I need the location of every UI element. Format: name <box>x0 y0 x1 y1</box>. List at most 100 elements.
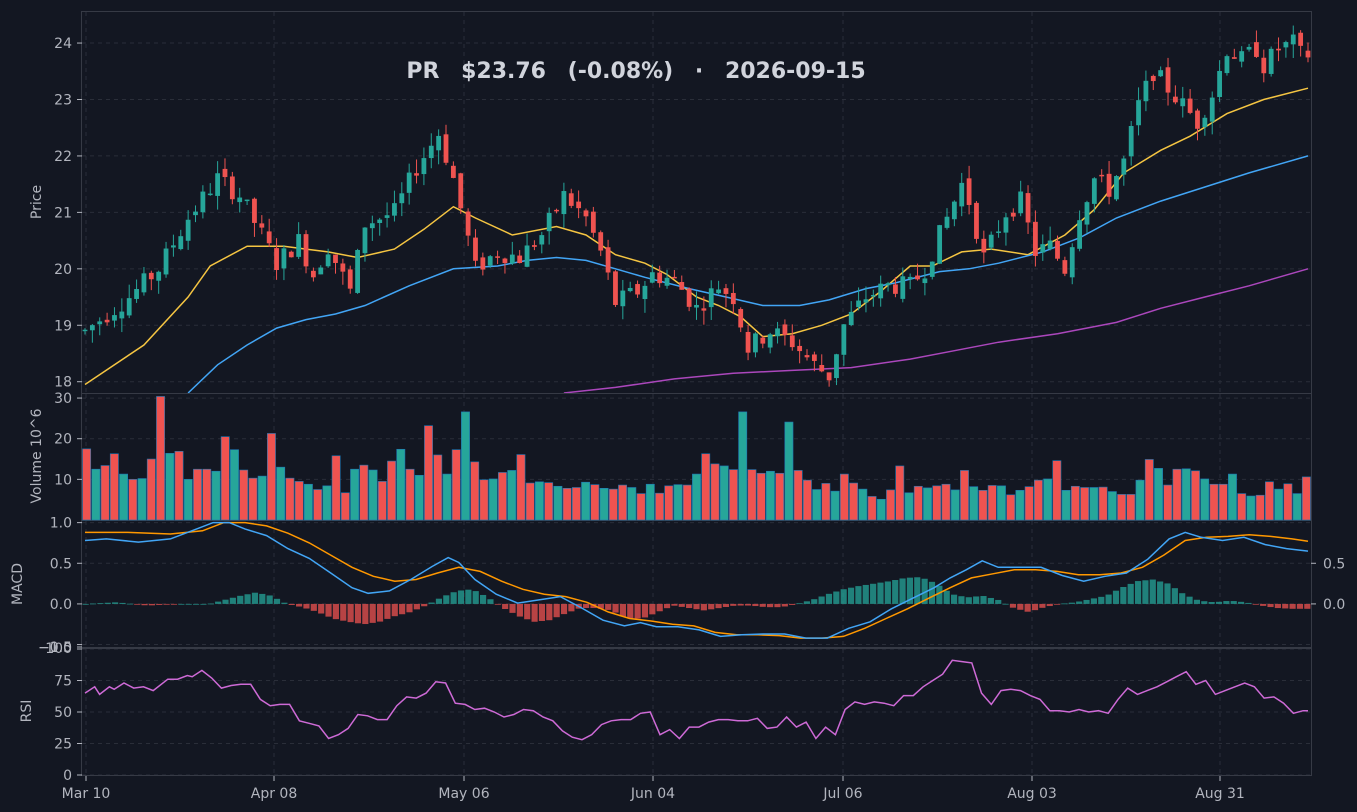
macd-histogram-bar <box>1304 603 1311 609</box>
candle-body <box>1003 217 1009 233</box>
macd-histogram-bar <box>1046 603 1053 607</box>
volume-bar <box>534 481 544 521</box>
volume-bar <box>128 479 138 521</box>
volume-axis-label: Volume 10^6 <box>29 408 45 503</box>
candle-body <box>767 334 773 348</box>
candle-body <box>229 176 235 200</box>
candle-body <box>1298 32 1304 46</box>
volume-bar <box>100 465 110 521</box>
macd-histogram-bar <box>1157 581 1164 604</box>
x-tick-label: Jul 06 <box>822 786 862 802</box>
candle-body <box>1261 57 1267 74</box>
candle-body <box>1202 117 1208 128</box>
candle-body <box>686 288 692 307</box>
candle-body <box>1047 240 1053 249</box>
macd-histogram-bar <box>686 603 693 609</box>
volume-bar <box>1255 494 1265 521</box>
volume-bar <box>802 479 812 521</box>
candle-body <box>1010 212 1016 217</box>
macd-histogram-bar <box>1017 603 1024 610</box>
macd-histogram-bar <box>847 587 855 604</box>
macd-histogram-bar <box>1098 596 1105 604</box>
macd-histogram-bar <box>443 595 450 604</box>
macd-histogram-bar <box>1296 603 1304 609</box>
volume-bar <box>211 470 221 521</box>
volume-bar <box>645 483 655 521</box>
candle-body <box>89 325 95 331</box>
candle-body <box>487 256 493 266</box>
candle-body <box>951 201 957 220</box>
macd-histogram-bar <box>531 603 538 622</box>
candle-body <box>502 258 508 264</box>
candle-body <box>915 275 920 280</box>
macd-histogram-bar <box>921 578 928 604</box>
candle-body <box>178 236 184 250</box>
candle-body <box>826 372 832 381</box>
volume-bar <box>950 489 960 521</box>
volume-bar <box>414 474 424 521</box>
macd-histogram-bar <box>325 603 332 617</box>
macd-histogram-bar <box>156 603 163 605</box>
candle-body <box>907 276 913 279</box>
macd-histogram-bar <box>833 591 840 604</box>
candle-body <box>797 345 803 352</box>
volume-bar <box>766 470 775 521</box>
candle-body <box>1055 240 1060 259</box>
macd-histogram-bar <box>450 592 457 604</box>
title-price: $23.76 <box>461 59 546 84</box>
macd-histogram-bar <box>987 597 994 604</box>
macd-histogram-bar <box>1179 593 1186 604</box>
candle-body <box>355 250 360 293</box>
candle-body <box>428 145 434 159</box>
macd-tick-label-left: 0.0 <box>50 597 72 613</box>
volume-bar <box>303 483 313 521</box>
price-tick-label: 21 <box>54 205 72 221</box>
title-date: 2026-09-15 <box>725 59 866 84</box>
volume-bar <box>1172 468 1182 521</box>
volume-bar <box>461 411 470 521</box>
macd-histogram-bar <box>737 603 744 606</box>
volume-bar <box>692 473 701 521</box>
candle-body <box>207 193 213 196</box>
macd-histogram-bar <box>1149 579 1156 604</box>
macd-histogram-bar <box>1201 601 1208 604</box>
x-tick-label: Mar 10 <box>62 786 111 802</box>
macd-histogram-bar <box>487 599 494 604</box>
macd-histogram-bar <box>663 603 671 609</box>
macd-histogram-bar <box>229 597 236 604</box>
candle-body <box>1128 126 1134 157</box>
candle-body <box>775 328 780 337</box>
candle-body <box>1084 202 1090 225</box>
volume-bar <box>516 454 526 521</box>
candle-body <box>1158 70 1164 77</box>
macd-histogram-bar <box>82 603 89 605</box>
macd-histogram-bar <box>928 581 936 604</box>
macd-histogram-bar <box>126 603 133 605</box>
x-tick-label: Jun 04 <box>630 786 675 802</box>
volume-bar <box>239 469 249 521</box>
macd-histogram-bar <box>1164 583 1171 604</box>
macd-tick-label-left: 1.0 <box>50 516 72 532</box>
candle-body <box>274 248 279 271</box>
volume-bar <box>498 472 507 521</box>
macd-histogram-bar <box>1120 586 1127 604</box>
macd-histogram-bar <box>170 603 178 605</box>
macd-histogram-bar <box>178 603 185 605</box>
macd-histogram-bar <box>715 603 722 609</box>
volume-bar <box>978 490 988 521</box>
candle-body <box>1217 70 1222 98</box>
candle-body <box>421 158 427 175</box>
volume-bar <box>1089 487 1099 521</box>
volume-bar <box>987 485 997 521</box>
volume-bar <box>91 468 101 521</box>
volume-bar <box>1107 491 1117 521</box>
volume-bar <box>1070 485 1080 521</box>
volume-bar <box>553 485 563 521</box>
macd-histogram-bar <box>509 603 516 613</box>
rsi-tick-label: 25 <box>54 737 72 753</box>
macd-histogram-bar <box>1230 601 1237 604</box>
macd-histogram-bar <box>376 603 384 622</box>
macd-histogram-bar <box>1105 594 1112 604</box>
